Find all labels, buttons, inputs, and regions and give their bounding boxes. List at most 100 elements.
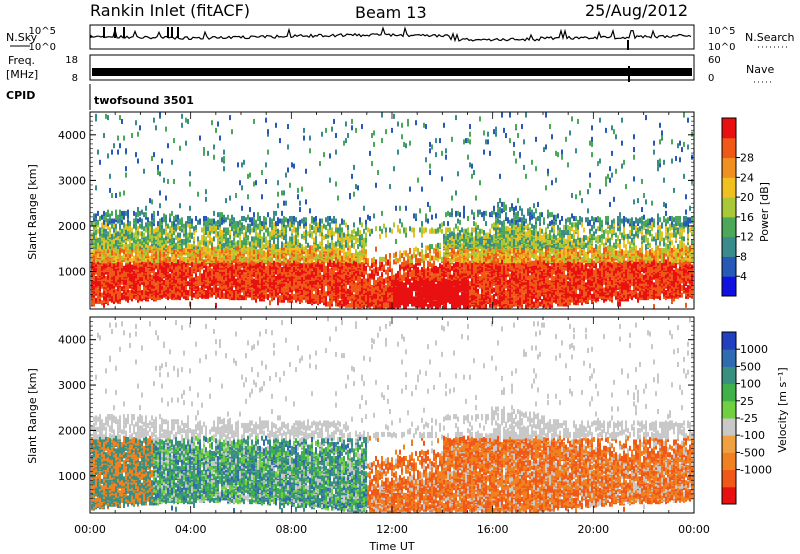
range-gate-cell [249, 224, 251, 229]
range-gate-cell [287, 284, 289, 289]
range-gate-cell [303, 128, 305, 133]
range-gate-cell [225, 227, 227, 232]
range-gate-cell [321, 225, 323, 230]
range-gate-cell [245, 226, 247, 231]
range-gate-cell [131, 273, 133, 278]
range-gate-cell [285, 287, 287, 292]
range-gate-cell [167, 233, 169, 238]
range-gate-cell [313, 238, 315, 243]
range-gate-cell [349, 193, 351, 198]
range-gate-cell [171, 221, 173, 226]
range-gate-cell [95, 230, 97, 235]
range-gate-cell [103, 133, 105, 138]
range-gate-cell [103, 211, 105, 216]
range-gate-cell [171, 238, 173, 243]
range-gate-cell [167, 143, 169, 148]
range-gate-cell [363, 206, 365, 211]
range-gate-cell [337, 227, 339, 232]
range-gate-cell [201, 247, 203, 252]
range-gate-cell [287, 167, 289, 172]
range-gate-cell [217, 212, 219, 217]
range-gate-cell [153, 152, 155, 157]
range-gate-cell [295, 217, 297, 222]
range-gate-cell [235, 291, 237, 296]
range-gate-cell [149, 256, 151, 261]
range-gate-cell [281, 211, 283, 216]
range-gate-cell [345, 284, 347, 289]
range-gate-cell [281, 242, 283, 247]
range-gate-cell [237, 245, 239, 250]
range-gate-cell [139, 125, 141, 130]
range-gate-cell [371, 295, 373, 300]
range-gate-cell [349, 272, 351, 277]
range-gate-cell [233, 265, 235, 270]
range-gate-cell [199, 245, 201, 250]
range-gate-cell [159, 258, 161, 263]
range-gate-cell [219, 217, 221, 222]
range-gate-cell [177, 259, 179, 264]
range-gate-cell [147, 268, 149, 273]
range-gate-cell [337, 286, 339, 291]
range-gate-cell [273, 216, 275, 221]
range-gate-cell [253, 119, 255, 124]
range-gate-cell [337, 234, 339, 239]
range-gate-cell [331, 227, 333, 232]
range-gate-cell [337, 248, 339, 253]
range-gate-cell [333, 261, 335, 266]
range-gate-cell [287, 144, 289, 149]
range-gate-cell [371, 161, 373, 166]
range-gate-cell [297, 221, 299, 226]
range-gate-cell [161, 217, 163, 222]
range-gate-cell [297, 247, 299, 252]
range-gate-cell [157, 221, 159, 226]
range-gate-cell [153, 217, 155, 222]
range-gate-cell [111, 257, 113, 262]
range-gate-cell [97, 265, 99, 270]
range-gate-cell [167, 245, 169, 250]
range-gate-cell [105, 114, 107, 119]
range-gate-cell [305, 169, 307, 174]
range-gate-cell [367, 273, 369, 278]
range-gate-cell [211, 238, 213, 243]
range-gate-cell [107, 231, 109, 236]
range-gate-cell [179, 146, 181, 151]
range-gate-cell [115, 258, 117, 263]
range-gate-cell [277, 217, 279, 222]
range-gate-cell [273, 211, 275, 216]
range-gate-cell [299, 207, 301, 212]
range-gate-cell [303, 247, 305, 252]
range-gate-cell [181, 291, 183, 296]
range-gate-cell [177, 220, 179, 225]
range-gate-cell [239, 236, 241, 241]
range-gate-cell [359, 230, 361, 235]
range-gate-cell [205, 197, 207, 202]
range-gate-cell [273, 229, 275, 234]
range-gate-cell [239, 243, 241, 248]
range-gate-cell [107, 275, 109, 280]
range-gate-cell [105, 212, 107, 217]
range-gate-cell [371, 258, 373, 263]
range-gate-cell [247, 240, 249, 245]
range-gate-cell [323, 247, 325, 252]
range-gate-cell [255, 249, 257, 254]
range-gate-cell [159, 113, 161, 118]
range-gate-cell [191, 287, 193, 292]
range-gate-cell [217, 231, 219, 236]
range-gate-cell [121, 256, 123, 261]
range-gate-cell [111, 234, 113, 239]
range-gate-cell [207, 226, 209, 231]
range-gate-cell [295, 245, 297, 250]
range-gate-cell [173, 216, 175, 221]
range-gate-cell [291, 267, 293, 272]
range-gate-cell [191, 244, 193, 249]
range-gate-cell [145, 296, 147, 301]
range-gate-cell [223, 166, 225, 171]
range-gate-cell [303, 256, 305, 261]
range-gate-cell [325, 266, 327, 271]
range-gate-cell [241, 206, 243, 211]
range-gate-cell [217, 287, 219, 292]
range-gate-cell [265, 252, 267, 257]
range-gate-cell [321, 275, 323, 280]
range-gate-cell [279, 230, 281, 235]
range-gate-cell [121, 293, 123, 298]
